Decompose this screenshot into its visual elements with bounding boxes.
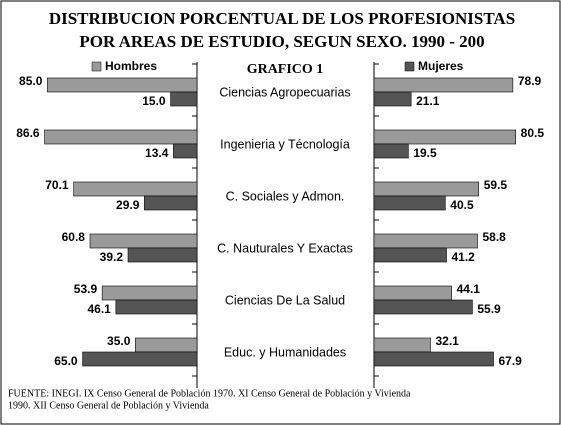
bar (89, 233, 198, 249)
source-note: 1990. XII Censo General de Población y V… (8, 400, 209, 411)
legend-swatch (91, 61, 102, 72)
category-label: C. Nauturales Y Exactas (217, 241, 353, 255)
data-label: 21.1 (416, 94, 440, 108)
data-label: 60.8 (62, 230, 86, 244)
category-label: Ingenieria y Técnología (220, 137, 350, 151)
bar (73, 181, 198, 197)
bar (101, 285, 198, 301)
category-label: Ciencias Agropecuarias (219, 85, 350, 99)
data-label: 39.2 (100, 250, 124, 264)
category-label: C. Sociales y Admon. (226, 189, 345, 203)
data-label: 78.9 (518, 74, 542, 88)
bar (373, 195, 446, 211)
category-label: Ciencias De La Salud (225, 293, 345, 307)
chart-title: DISTRIBUCION PORCENTUAL DE LOS PROFESION… (49, 9, 515, 28)
data-label: 80.5 (521, 126, 545, 140)
data-label: 53.9 (74, 282, 98, 296)
legend-label: Hombres (105, 59, 157, 73)
bar (373, 247, 447, 263)
data-label: 67.9 (499, 354, 523, 368)
bar (115, 299, 198, 315)
bar (373, 233, 478, 249)
bar (373, 337, 431, 353)
data-label: 32.1 (435, 334, 459, 348)
bar (373, 285, 452, 301)
data-label: 29.9 (116, 198, 140, 212)
bar (373, 143, 409, 159)
legend-swatch (404, 61, 415, 72)
bar (135, 337, 198, 353)
bar (373, 129, 516, 145)
bar (373, 299, 473, 315)
data-label: 15.0 (142, 94, 166, 108)
bar (170, 91, 198, 107)
data-label: 40.5 (450, 198, 474, 212)
data-label: 13.4 (145, 146, 169, 160)
bar (44, 129, 198, 145)
bar (173, 143, 198, 159)
data-label: 41.2 (452, 250, 476, 264)
bar (144, 195, 198, 211)
bar (373, 91, 412, 107)
chart-title: POR AREAS DE ESTUDIO, SEGUN SEXO. 1990 -… (79, 32, 484, 51)
bar (127, 247, 198, 263)
bar (47, 77, 198, 93)
data-label: 19.5 (413, 146, 437, 160)
data-label: 35.0 (107, 334, 131, 348)
data-label: 46.1 (88, 302, 112, 316)
bar (373, 181, 480, 197)
bar (82, 351, 198, 367)
chart-subtitle: GRAFICO 1 (247, 62, 324, 77)
data-label: 58.8 (482, 230, 506, 244)
legend-label: Mujeres (418, 59, 464, 73)
bar (373, 351, 494, 367)
source-note: FUENTE: INEGI. IX Censo General de Pobla… (8, 388, 411, 399)
data-label: 59.5 (484, 178, 508, 192)
data-label: 85.0 (19, 74, 43, 88)
data-label: 70.1 (45, 178, 69, 192)
category-label: Educ. y Humanidades (224, 345, 346, 359)
data-label: 86.6 (16, 126, 40, 140)
bar (373, 77, 514, 93)
data-label: 44.1 (457, 282, 481, 296)
data-label: 65.0 (54, 354, 78, 368)
data-label: 55.9 (477, 302, 501, 316)
